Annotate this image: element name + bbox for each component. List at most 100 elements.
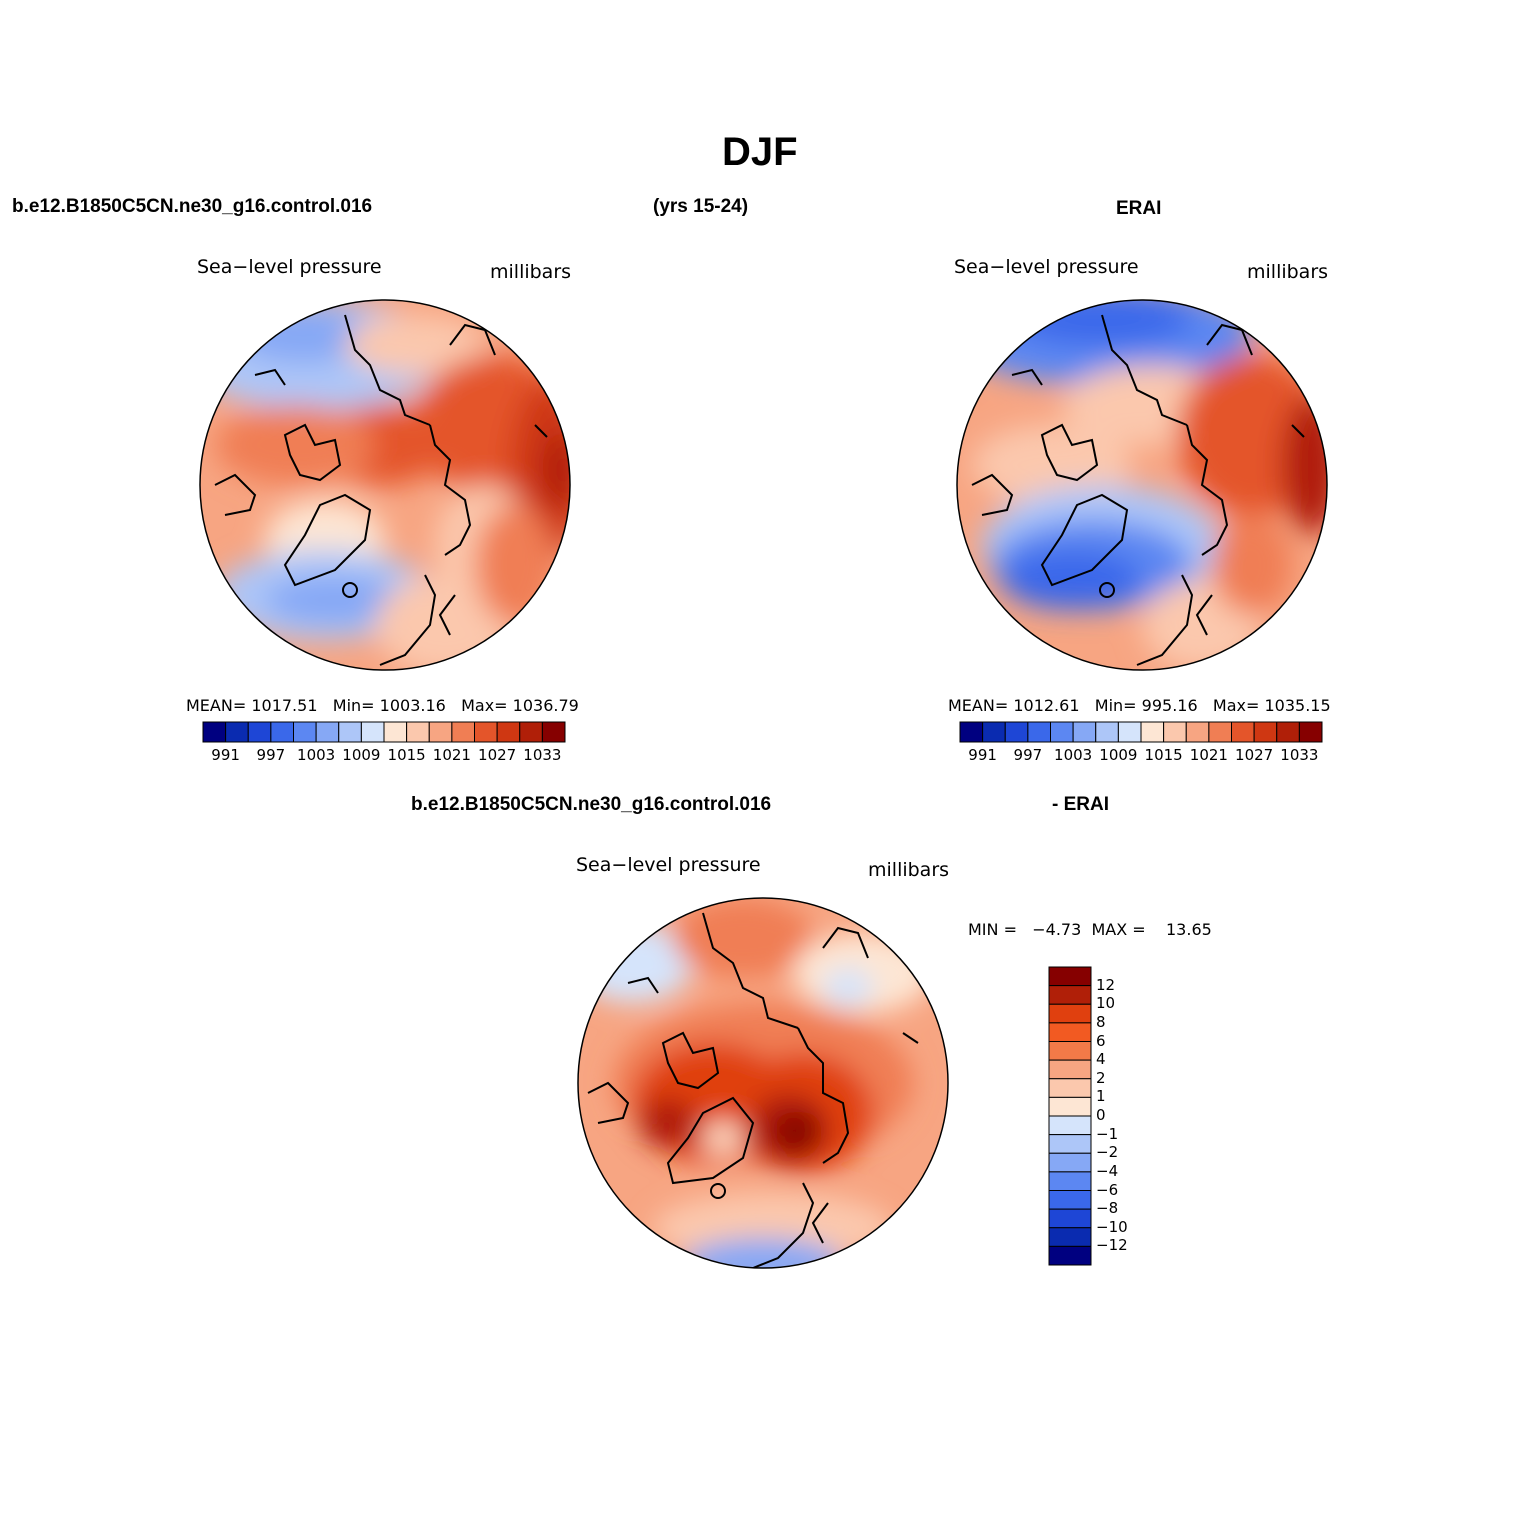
colorbar-swatch <box>315 721 340 743</box>
colorbar-swatch <box>1048 1096 1092 1117</box>
colorbar-tick-label: 997 <box>1013 746 1043 764</box>
colorbar-swatch <box>1027 721 1051 743</box>
colorbar-tick-label: 1003 <box>1054 746 1093 764</box>
model-max-value: 1036.79 <box>512 696 579 715</box>
diff-minmax: MIN = −4.73 MAX = 13.65 <box>968 920 1212 939</box>
colorbar-swatch <box>1048 966 1092 987</box>
colorbar-swatch <box>270 721 294 743</box>
colorbar-swatch <box>1048 1171 1092 1191</box>
colorbar-tick-label: 8 <box>1096 1012 1106 1031</box>
colorbar-swatch <box>202 721 227 743</box>
colorbar-tick-label: 1 <box>1096 1087 1106 1106</box>
diff-colorbar-labels: 12 10 8 6 4 2 1 0 −1 −2 −4 −6 −8 −10 −12 <box>1096 966 1156 1266</box>
obs-mean-label: MEAN= <box>948 696 1009 715</box>
obs-colorbar <box>959 721 1323 743</box>
obs-max-value: 1035.15 <box>1264 696 1331 715</box>
obs-min-label: Min= <box>1094 696 1137 715</box>
colorbar-tick-label: 6 <box>1096 1031 1106 1050</box>
colorbar-swatch <box>496 721 521 743</box>
colorbar-swatch <box>541 721 566 743</box>
colorbar-swatch <box>474 721 498 743</box>
colorbar-swatch <box>1048 1208 1092 1229</box>
colorbar-tick-label: 1003 <box>297 746 336 764</box>
colorbar-swatch <box>1048 1078 1092 1098</box>
colorbar-swatch <box>1048 1115 1092 1136</box>
colorbar-swatch <box>519 721 543 743</box>
colorbar-tick-label: 4 <box>1096 1050 1106 1069</box>
colorbar-swatch <box>1072 721 1097 743</box>
model-min-label: Min= <box>332 696 375 715</box>
model-polar-map <box>199 299 571 671</box>
colorbar-tick-label: −4 <box>1096 1161 1119 1180</box>
colorbar-tick-label: −1 <box>1096 1124 1119 1143</box>
colorbar-swatch <box>1048 1003 1092 1024</box>
colorbar-tick-label: 0 <box>1096 1106 1106 1124</box>
model-max-label: Max= <box>461 696 508 715</box>
colorbar-swatch <box>1298 721 1323 743</box>
colorbar-tick-label: −8 <box>1096 1199 1119 1218</box>
colorbar-swatch <box>1276 721 1300 743</box>
colorbar-swatch <box>1048 1152 1092 1173</box>
colorbar-swatch <box>1231 721 1255 743</box>
obs-stats: MEAN= 1012.61 Min= 995.16 Max= 1035.15 <box>948 696 1331 715</box>
colorbar-tick-label: 2 <box>1096 1068 1106 1087</box>
colorbar-swatch <box>1140 721 1165 743</box>
obs-mean-value: 1012.61 <box>1013 696 1080 715</box>
colorbar-tick-label: −12 <box>1096 1236 1128 1255</box>
colorbar-swatch <box>1004 721 1029 743</box>
colorbar-swatch <box>451 721 475 743</box>
colorbar-tick-label: 997 <box>256 746 286 764</box>
colorbar-tick-label: 1021 <box>1189 746 1228 764</box>
colorbar-swatch <box>1095 721 1119 743</box>
figure-title: DJF <box>722 130 798 174</box>
colorbar-swatch <box>1050 721 1074 743</box>
colorbar-tick-label: 1033 <box>523 746 562 764</box>
diff-case-name: b.e12.B1850C5CN.ne30_g16.control.016 <box>411 794 772 815</box>
colorbar-swatch <box>360 721 385 743</box>
colorbar-tick-label: 1015 <box>387 746 426 764</box>
colorbar-swatch <box>225 721 249 743</box>
colorbar-swatch <box>1048 1022 1092 1042</box>
colorbar-swatch <box>1208 721 1232 743</box>
colorbar-tick-label: 991 <box>211 746 240 764</box>
diff-obs-name: - ERAI <box>1052 794 1109 815</box>
obs-units-label: millibars <box>1247 261 1329 283</box>
colorbar-swatch <box>1048 985 1092 1005</box>
colorbar-swatch <box>982 721 1006 743</box>
colorbar-swatch <box>406 721 430 743</box>
model-min-value: 1003.16 <box>379 696 446 715</box>
obs-polar-map <box>956 299 1328 671</box>
colorbar-swatch <box>1048 1245 1092 1266</box>
colorbar-tick-label: −2 <box>1096 1143 1119 1162</box>
diff-colorbar <box>1048 966 1092 1266</box>
colorbar-swatch <box>383 721 408 743</box>
colorbar-tick-label: 1009 <box>1099 746 1138 764</box>
years-label: (yrs 15-24) <box>653 196 749 217</box>
colorbar-tick-label: 1015 <box>1144 746 1183 764</box>
colorbar-swatch <box>1048 1227 1092 1247</box>
model-variable-label: Sea−level pressure <box>197 256 382 278</box>
colorbar-tick-label: 1027 <box>1235 746 1274 764</box>
colorbar-swatch <box>428 721 453 743</box>
diff-units-label: millibars <box>868 859 950 881</box>
model-mean-value: 1017.51 <box>251 696 318 715</box>
colorbar-tick-label: 1021 <box>432 746 471 764</box>
colorbar-swatch <box>1048 1134 1092 1154</box>
obs-name: ERAI <box>1116 198 1162 219</box>
model-colorbar-labels: 991 997 1003 1009 1015 1021 1027 1033 <box>202 746 566 768</box>
obs-max-label: Max= <box>1212 696 1260 715</box>
colorbar-tick-label: 1033 <box>1280 746 1319 764</box>
colorbar-swatch <box>1163 721 1187 743</box>
model-colorbar <box>202 721 566 743</box>
obs-colorbar-labels: 991 997 1003 1009 1015 1021 1027 1033 <box>959 746 1323 768</box>
colorbar-swatch <box>1185 721 1210 743</box>
colorbar-tick-label: 1027 <box>478 746 517 764</box>
colorbar-tick-label: 991 <box>968 746 997 764</box>
model-stats: MEAN= 1017.51 Min= 1003.16 Max= 1036.79 <box>186 696 579 715</box>
colorbar-swatch <box>1117 721 1142 743</box>
diff-polar-map <box>577 897 949 1269</box>
colorbar-swatch <box>293 721 317 743</box>
obs-variable-label: Sea−level pressure <box>954 256 1139 278</box>
colorbar-swatch <box>1253 721 1278 743</box>
colorbar-swatch <box>247 721 272 743</box>
